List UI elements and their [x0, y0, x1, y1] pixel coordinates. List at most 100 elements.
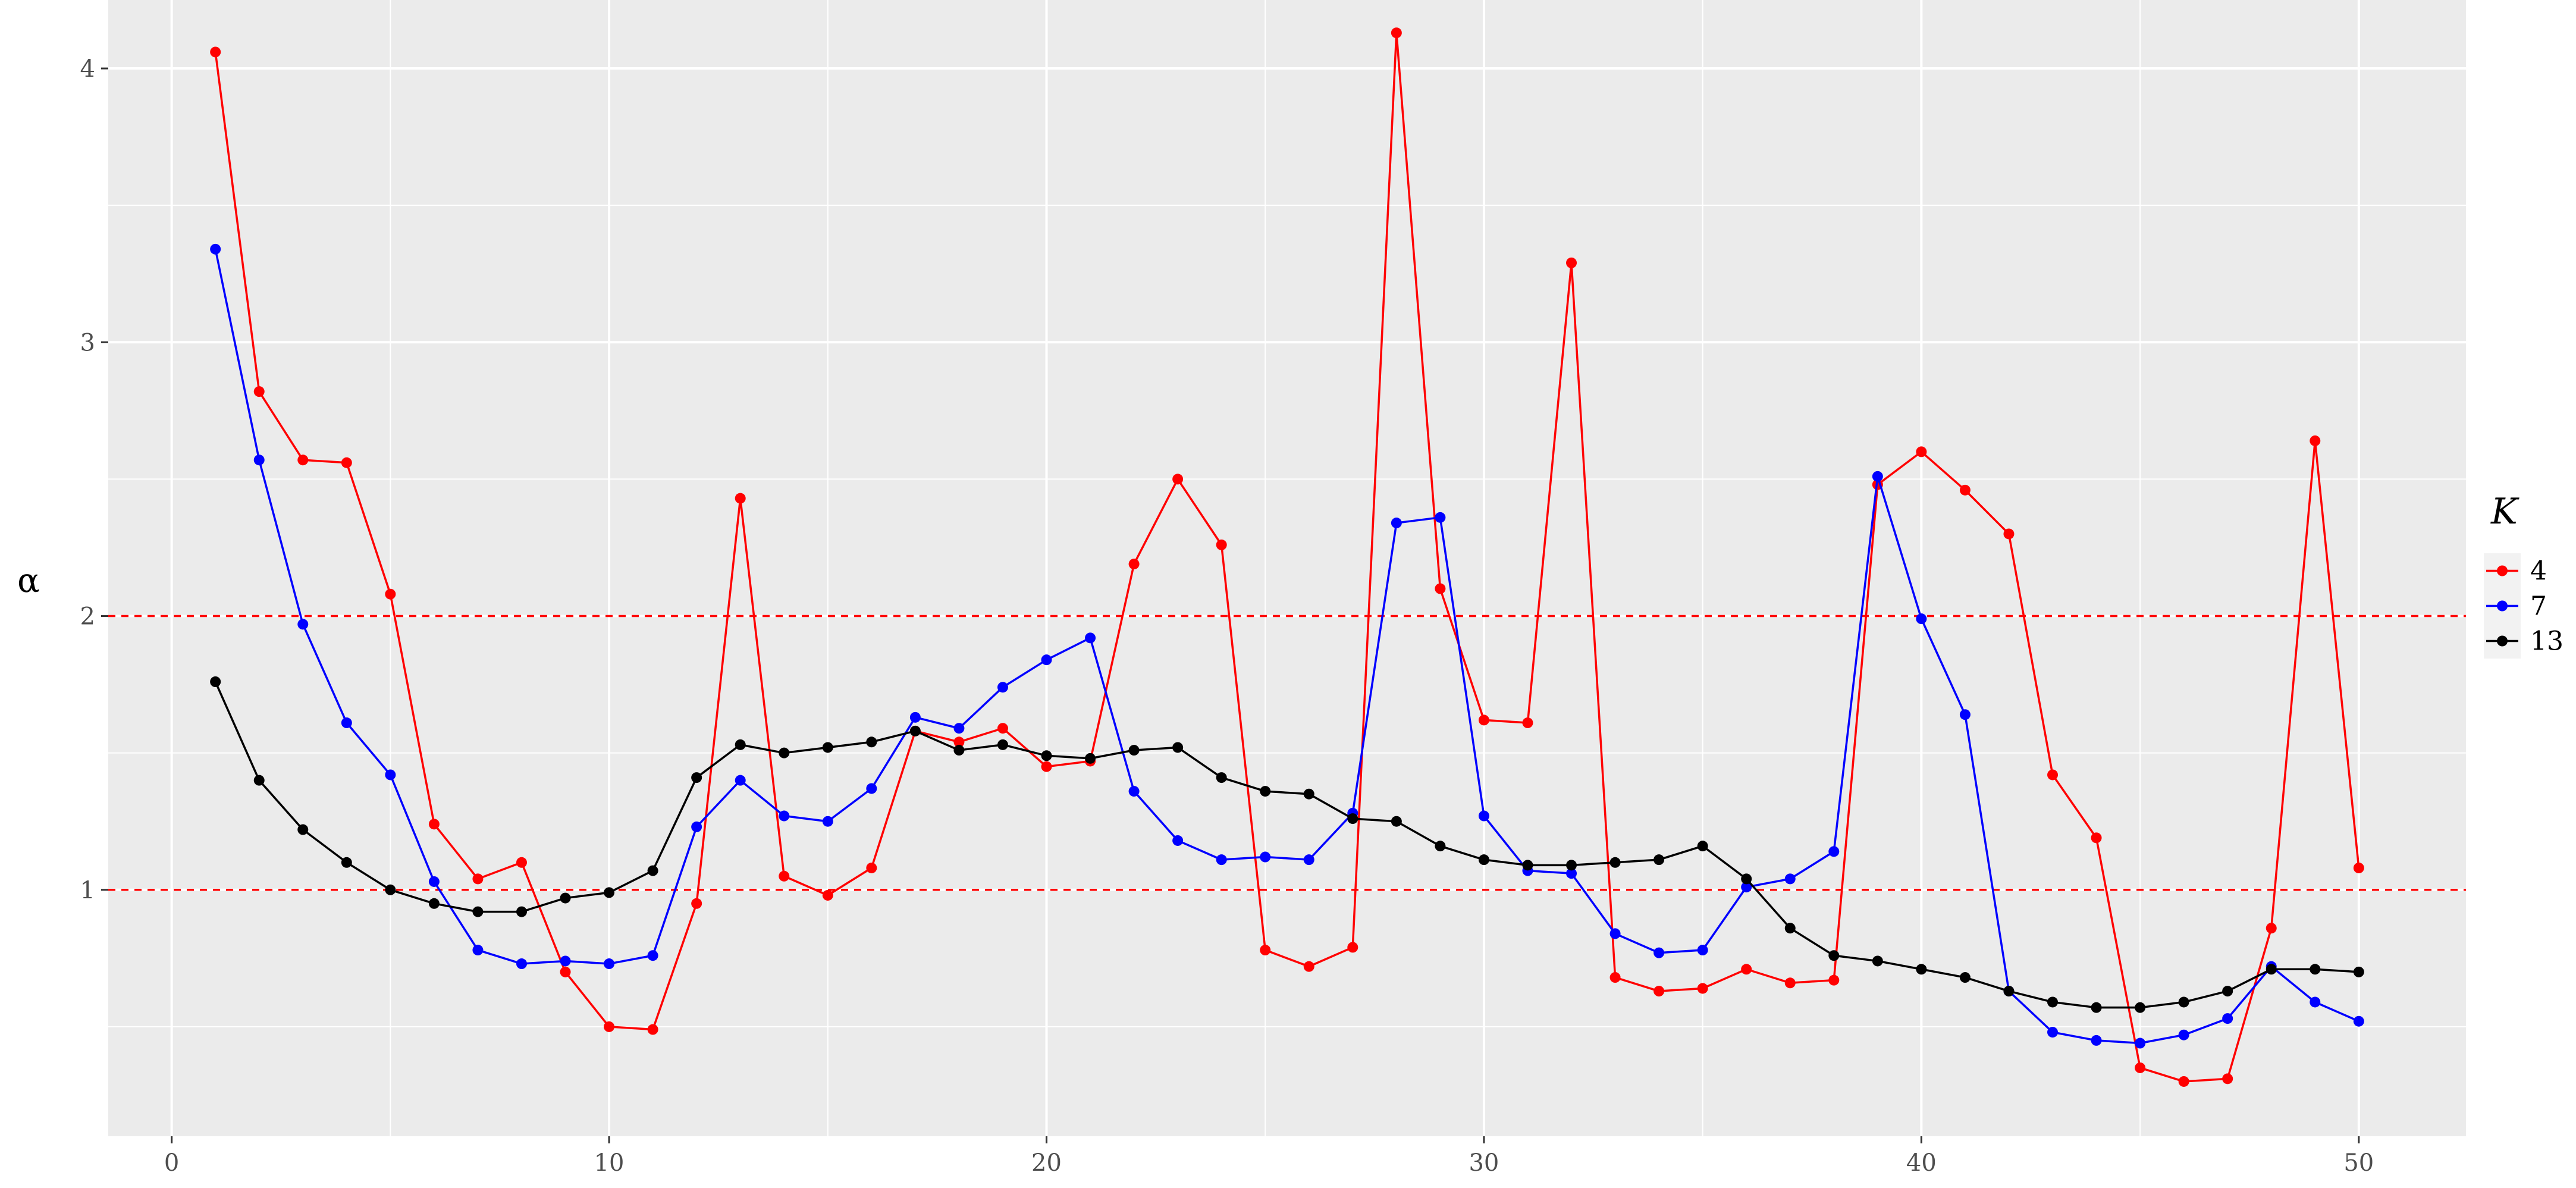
data-point [210, 243, 221, 255]
data-point [735, 493, 746, 504]
data-point [1522, 717, 1533, 729]
series-4 [210, 27, 2364, 1087]
data-point [1216, 854, 1227, 866]
data-point [341, 457, 352, 468]
data-point [647, 865, 658, 876]
data-point [210, 46, 221, 58]
data-point [779, 747, 790, 758]
data-point [1609, 972, 1621, 983]
y-axis: 1 2 3 4 [80, 55, 108, 904]
data-point [1172, 742, 1184, 753]
data-point [472, 945, 484, 956]
data-point [691, 772, 702, 783]
x-tick-label: 50 [2343, 1149, 2374, 1177]
data-point [341, 717, 352, 729]
data-point [1697, 841, 1708, 852]
data-point [1347, 813, 1358, 825]
data-point [1041, 761, 1052, 772]
data-point [604, 887, 615, 898]
data-point [297, 454, 309, 466]
data-point [1784, 873, 1796, 885]
data-point [909, 725, 921, 736]
data-point [2091, 1002, 2102, 1013]
data-point [472, 906, 484, 917]
data-point [1303, 854, 1314, 866]
data-point [1435, 512, 1446, 523]
data-point [2310, 435, 2321, 446]
data-point [2266, 964, 2277, 975]
data-point [2003, 528, 2015, 540]
data-point [1522, 860, 1533, 871]
data-point [997, 723, 1008, 734]
legend: K 4 7 13 [2484, 491, 2564, 659]
data-point [691, 898, 702, 909]
data-point [1260, 945, 1271, 956]
data-point [2178, 1076, 2189, 1087]
data-point [1741, 964, 1752, 975]
series-line-7 [214, 249, 2359, 1045]
data-point [1959, 709, 1971, 720]
data-point [253, 454, 265, 466]
data-point [1260, 786, 1271, 797]
data-point [1478, 854, 1489, 866]
data-point [1085, 632, 1096, 644]
data-point [1653, 854, 1665, 866]
data-point [1347, 942, 1358, 953]
data-point [385, 588, 396, 600]
legend-key-point [2497, 600, 2508, 612]
data-point [385, 884, 396, 895]
data-point [1172, 474, 1184, 485]
x-tick-label: 40 [1906, 1149, 1937, 1177]
data-point [1391, 816, 1402, 827]
data-point [1916, 613, 1927, 625]
data-point [2178, 1029, 2189, 1040]
data-point [2353, 966, 2364, 977]
legend-label: 13 [2530, 626, 2564, 657]
data-point [1959, 484, 1971, 496]
data-point [1697, 983, 1708, 994]
data-point [1303, 788, 1314, 800]
x-axis: 0 10 20 30 40 50 [164, 1136, 2374, 1177]
y-axis-title: α [17, 562, 40, 600]
data-point [1828, 846, 1840, 857]
data-point [604, 1021, 615, 1032]
data-point [735, 739, 746, 750]
data-point [997, 682, 1008, 693]
data-point [560, 892, 571, 904]
data-point [1741, 882, 1752, 893]
data-point [1435, 841, 1446, 852]
data-point [341, 857, 352, 868]
data-point [779, 870, 790, 882]
data-point [1391, 27, 1402, 39]
data-point [1566, 257, 1577, 268]
data-point [1172, 835, 1184, 846]
data-point [2135, 1002, 2146, 1013]
data-point [997, 739, 1008, 750]
legend-title: K [2490, 491, 2519, 532]
data-point [2266, 923, 2277, 934]
data-point [1128, 745, 1140, 756]
data-point [1566, 868, 1577, 879]
data-point [516, 857, 527, 868]
data-point [822, 816, 833, 827]
data-point [1478, 714, 1489, 726]
data-point [1653, 986, 1665, 997]
data-point [1435, 583, 1446, 594]
data-point [1128, 786, 1140, 797]
data-point [909, 711, 921, 723]
data-point [866, 783, 877, 794]
data-point [2178, 996, 2189, 1008]
data-point [2310, 996, 2321, 1008]
data-point [1828, 974, 1840, 986]
data-point [866, 862, 877, 873]
data-point [253, 775, 265, 786]
data-point [1260, 851, 1271, 863]
data-point [2310, 964, 2321, 975]
data-point [953, 745, 965, 756]
data-point [428, 819, 440, 830]
data-point [735, 775, 746, 786]
data-point [1916, 446, 1927, 457]
series-13 [210, 676, 2364, 1013]
data-point [2091, 832, 2102, 844]
